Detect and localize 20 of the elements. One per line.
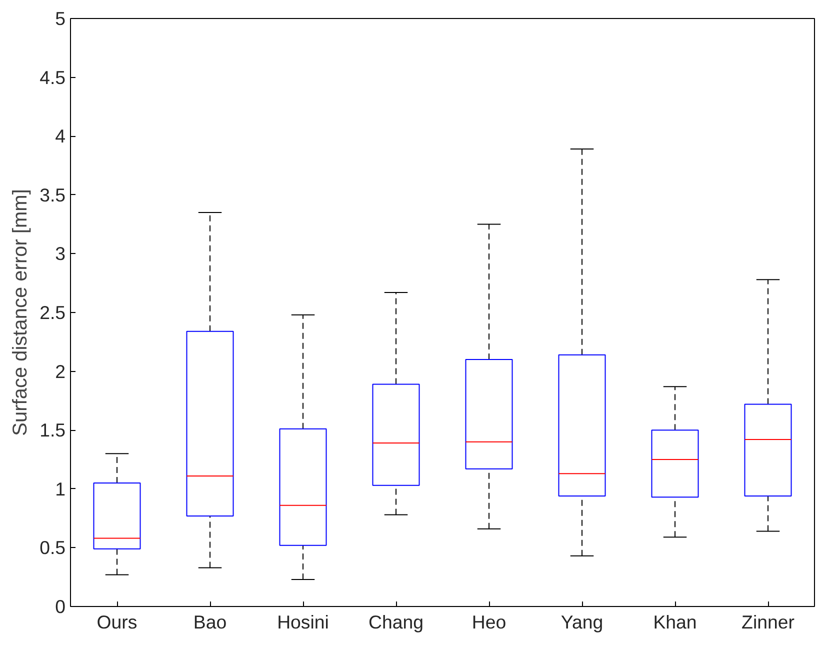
x-tick-label: Heo [472, 612, 506, 632]
y-tick-label: 3 [55, 243, 66, 264]
y-tick-label: 2 [55, 360, 66, 382]
y-tick-label: 4.5 [40, 66, 66, 88]
y-tick-label: 4 [55, 126, 66, 147]
x-tick-label: Zinner [742, 612, 794, 632]
x-tick-label: Khan [653, 612, 697, 632]
y-tick-label: 3.5 [40, 184, 66, 206]
y-tick-label: 0 [55, 596, 66, 617]
x-tick-label: Chang [368, 612, 424, 632]
y-tick-label: 1 [55, 478, 66, 500]
y-tick-label: 0.5 [40, 537, 66, 558]
y-tick-label: 1.5 [40, 420, 66, 441]
x-tick-label: Ours [96, 612, 138, 632]
x-tick-label: Hosini [277, 612, 329, 632]
x-tick-label: Bao [193, 612, 227, 632]
x-tick-label: Yang [560, 612, 604, 632]
y-tick-label: 2.5 [40, 302, 66, 323]
y-axis-title: Surface distance error [mm] [10, 189, 32, 436]
y-tick-label: 5 [55, 8, 66, 29]
